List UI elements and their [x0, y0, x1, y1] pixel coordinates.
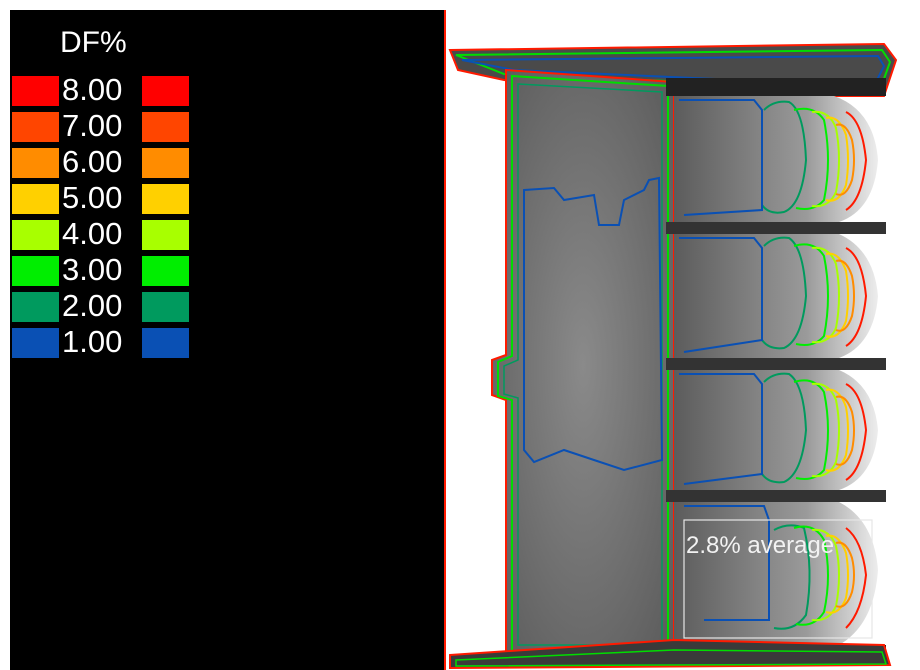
legend-title: DF% [60, 26, 127, 59]
legend-value: 6.00 [62, 144, 123, 179]
legend-value: 2.00 [62, 288, 123, 323]
average-box [683, 519, 873, 639]
legend-row: 5.00 [10, 180, 200, 215]
legend-swatch [12, 184, 59, 214]
legend-swatch [142, 148, 189, 178]
bay-rooms [674, 96, 878, 645]
legend-swatch [142, 220, 189, 250]
legend-row: 1.00 [10, 324, 200, 359]
legend-swatch [12, 256, 59, 286]
legend-swatch [12, 292, 59, 322]
legend-row: 8.00 [10, 72, 200, 107]
legend-value: 1.00 [62, 324, 123, 359]
legend-swatch [12, 112, 59, 142]
legend-swatch [12, 76, 59, 106]
legend-row: 2.00 [10, 288, 200, 323]
legend-swatch [12, 220, 59, 250]
legend-swatch [142, 256, 189, 286]
legend-swatch [142, 112, 189, 142]
legend-swatch [142, 328, 189, 358]
legend-row: 7.00 [10, 108, 200, 143]
legend-value: 8.00 [62, 72, 123, 107]
legend-swatch [142, 76, 189, 106]
daylight-factor-plan [444, 10, 898, 670]
legend-row: 3.00 [10, 252, 200, 287]
legend-value: 5.00 [62, 180, 123, 215]
legend-swatch [12, 148, 59, 178]
legend-swatch [142, 184, 189, 214]
average-label: 2.8% average [686, 532, 835, 559]
legend-value: 4.00 [62, 216, 123, 251]
legend-row: 6.00 [10, 144, 200, 179]
legend-value: 7.00 [62, 108, 123, 143]
legend-value: 3.00 [62, 252, 123, 287]
bay-contours [761, 100, 868, 630]
legend-swatch [142, 292, 189, 322]
df-contour-1 [523, 176, 664, 472]
main-room [491, 68, 675, 661]
legend-panel: DF% 8.00 7.00 6.00 5.00 4.00 3.00 2.00 1.00 [10, 10, 444, 670]
legend-row: 4.00 [10, 216, 200, 251]
legend-swatch [12, 328, 59, 358]
